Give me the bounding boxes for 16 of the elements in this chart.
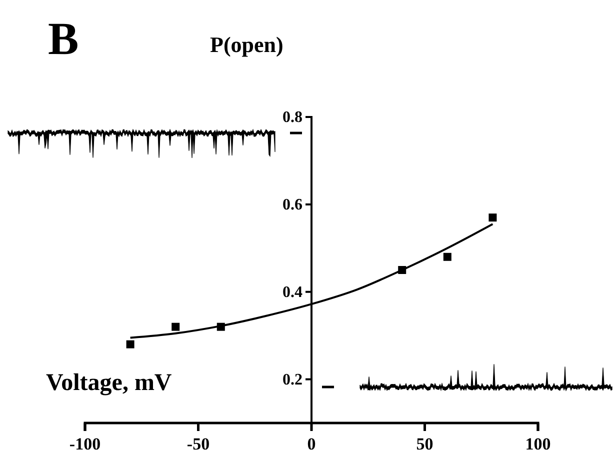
x-tick-label: 0: [307, 434, 316, 454]
x-tick-label: 100: [525, 434, 551, 454]
x-tick-label: -50: [186, 434, 210, 454]
y-tick-label: 0.8: [282, 109, 302, 126]
point: [443, 252, 452, 261]
y-tick-label: 0.2: [282, 371, 302, 388]
point: [172, 322, 180, 331]
x-tick-label: 50: [416, 434, 434, 454]
y-tick-label: 0.4: [282, 284, 302, 301]
text: B: [48, 13, 79, 64]
x-tick-label: -100: [69, 434, 101, 454]
y-tick-label: 0.6: [282, 196, 302, 214]
x-axis-title: Voltage, mV: [46, 370, 172, 396]
y-axis-title: P(open): [210, 32, 284, 57]
point: [126, 340, 134, 348]
point: [488, 214, 497, 222]
